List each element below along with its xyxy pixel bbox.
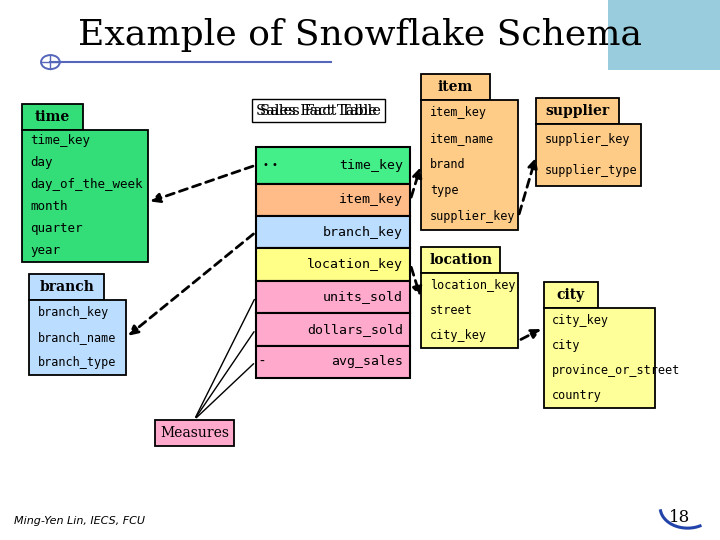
Text: day_of_the_week: day_of_the_week [30,178,143,191]
Text: -: - [259,355,264,369]
FancyBboxPatch shape [256,216,410,248]
Text: quarter: quarter [30,222,83,235]
Text: street: street [430,304,472,317]
Text: item_name: item_name [430,132,494,145]
Text: type: type [430,184,459,197]
Text: year: year [30,245,60,258]
FancyBboxPatch shape [256,147,410,184]
FancyBboxPatch shape [155,420,234,446]
Text: units_sold: units_sold [323,291,403,303]
Text: city_key: city_key [552,314,609,327]
FancyBboxPatch shape [252,99,385,122]
FancyBboxPatch shape [22,130,148,262]
FancyBboxPatch shape [421,273,518,348]
Text: item_key: item_key [430,106,487,119]
Text: Measures: Measures [160,426,229,440]
Text: location: location [429,253,492,267]
Text: Ming-Yen Lin, IECS, FCU: Ming-Yen Lin, IECS, FCU [14,516,145,526]
Text: branch_key: branch_key [37,306,109,319]
Text: branch_type: branch_type [37,356,116,369]
Text: • •: • • [263,160,278,170]
FancyBboxPatch shape [544,308,655,408]
FancyBboxPatch shape [29,274,104,300]
Text: avg_sales: avg_sales [331,355,403,368]
FancyBboxPatch shape [536,98,619,124]
FancyBboxPatch shape [22,104,83,130]
Text: brand: brand [430,158,465,171]
Text: item_key: item_key [339,193,403,206]
Text: dollars_sold: dollars_sold [307,323,403,336]
Text: branch: branch [39,280,94,294]
Text: city_key: city_key [430,329,487,342]
Text: supplier_type: supplier_type [545,164,638,177]
FancyBboxPatch shape [29,300,126,375]
FancyBboxPatch shape [256,346,410,378]
FancyBboxPatch shape [421,100,518,230]
Text: time_key: time_key [30,134,90,147]
FancyBboxPatch shape [256,248,410,281]
Text: supplier_key: supplier_key [430,210,516,223]
Text: city: city [552,339,581,352]
FancyBboxPatch shape [256,184,410,216]
Text: Sales Fact Table: Sales Fact Table [256,104,377,118]
FancyBboxPatch shape [544,282,598,308]
Text: country: country [552,389,602,402]
Text: month: month [30,200,68,213]
Text: location_key: location_key [307,258,403,271]
Text: province_or_street: province_or_street [552,364,680,377]
FancyBboxPatch shape [421,247,500,273]
Text: branch_name: branch_name [37,331,116,344]
FancyBboxPatch shape [256,313,410,346]
Text: time_key: time_key [339,159,403,172]
Text: city: city [557,288,585,302]
FancyBboxPatch shape [421,74,490,100]
FancyBboxPatch shape [608,0,720,70]
Text: item: item [438,80,473,94]
FancyBboxPatch shape [536,124,641,186]
Text: time: time [35,110,70,124]
Text: Example of Snowflake Schema: Example of Snowflake Schema [78,18,642,52]
Text: location_key: location_key [430,279,516,292]
Text: supplier: supplier [546,104,610,118]
Text: 18: 18 [668,510,690,526]
Text: day: day [30,156,53,169]
Text: branch_key: branch_key [323,226,403,239]
FancyBboxPatch shape [256,281,410,313]
Text: supplier_key: supplier_key [545,133,631,146]
Text: Sales Fact Table: Sales Fact Table [260,104,381,118]
